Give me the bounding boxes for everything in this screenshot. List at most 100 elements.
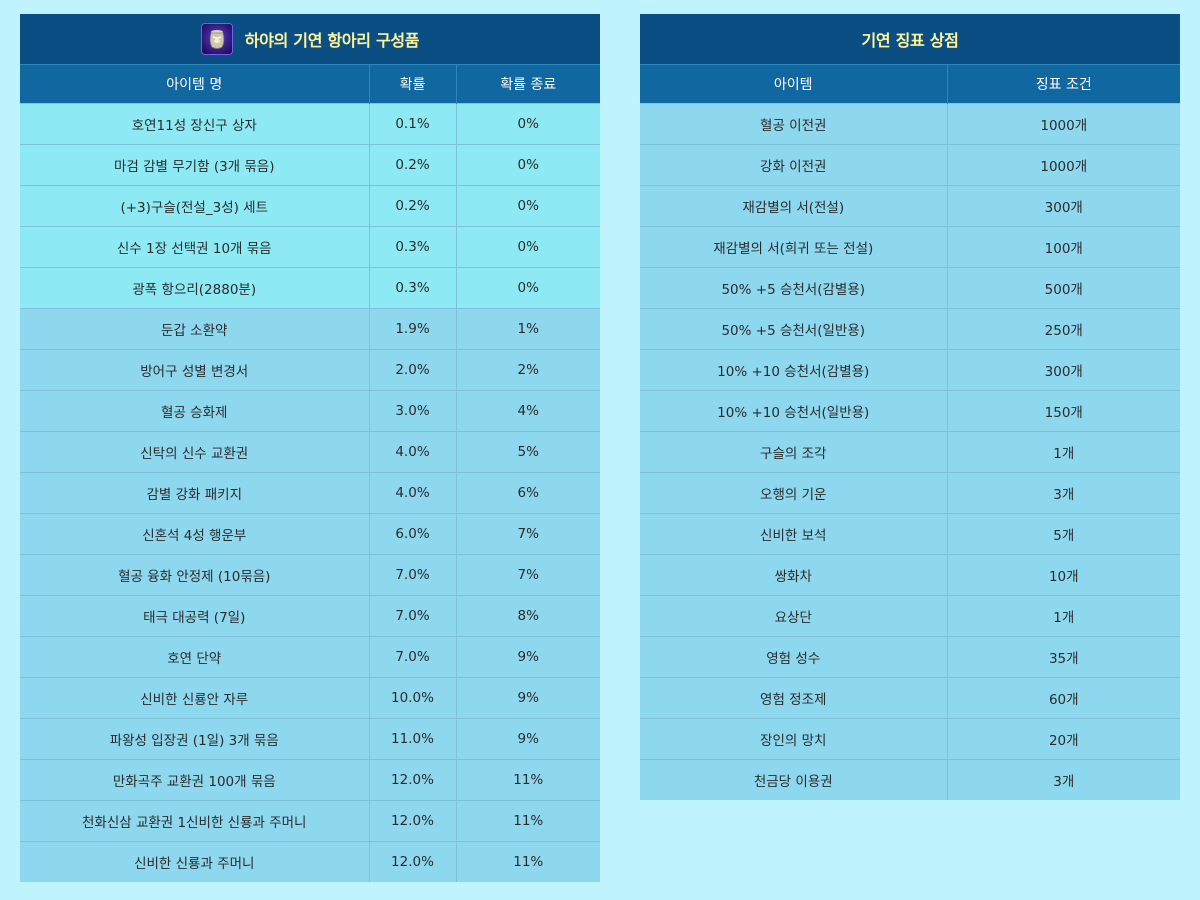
probability-end-cell: 11% (456, 800, 600, 842)
table-row: 오행의 기운 3개 (640, 472, 1180, 514)
probability-end-cell: 7% (456, 513, 600, 555)
token-requirement-cell: 1개 (947, 595, 1180, 637)
token-requirement-cell: 1000개 (947, 144, 1180, 186)
table-row: 파왕성 입장권 (1일) 3개 묶음 11.0% 9% (20, 718, 600, 760)
table-row: 신비한 신룡안 자루 10.0% 9% (20, 677, 600, 719)
token-requirement-cell: 10개 (947, 554, 1180, 596)
shop-title-bar: 기연 징표 상점 (640, 14, 1180, 64)
probability-cell: 0.1% (369, 103, 457, 145)
item-name-cell: 신탁의 신수 교환권 (20, 431, 370, 473)
probability-cell: 2.0% (369, 349, 457, 391)
table-row: (+3)구슬(전설_3성) 세트 0.2% 0% (20, 185, 600, 227)
token-shop-panel: 기연 징표 상점 아이템 징표 조건 혈공 이전권 1000개 강화 이전권 1000… (640, 14, 1180, 800)
table-row: 재감별의 서(희귀 또는 전설) 100개 (640, 226, 1180, 268)
probability-cell: 6.0% (369, 513, 457, 555)
probability-cell: 7.0% (369, 636, 457, 678)
token-requirement-cell: 500개 (947, 267, 1180, 309)
probability-cell: 7.0% (369, 595, 457, 637)
item-cell: 요상단 (640, 595, 948, 637)
probability-cell: 1.9% (369, 308, 457, 350)
probability-cell: 0.3% (369, 267, 457, 309)
probability-end-cell: 5% (456, 431, 600, 473)
shop-table-header: 아이템 징표 조건 (640, 64, 1180, 104)
header-probability-end: 확률 종료 (456, 64, 600, 104)
box-title-bar: 하야의 기연 항아리 구성품 (20, 14, 600, 64)
probability-end-cell: 8% (456, 595, 600, 637)
token-shop-table: 아이템 징표 조건 혈공 이전권 1000개 강화 이전권 1000개 재감별의 서(전… (640, 64, 1180, 800)
item-name-cell: 방어구 성별 변경서 (20, 349, 370, 391)
table-row: 감별 강화 패키지 4.0% 6% (20, 472, 600, 514)
token-requirement-cell: 300개 (947, 349, 1180, 391)
table-row: 광폭 항으리(2880분) 0.3% 0% (20, 267, 600, 309)
probability-cell: 4.0% (369, 431, 457, 473)
table-row: 50% +5 승천서(감별용) 500개 (640, 267, 1180, 309)
table-row: 호연 단약 7.0% 9% (20, 636, 600, 678)
probability-end-cell: 0% (456, 103, 600, 145)
table-row: 혈공 이전권 1000개 (640, 103, 1180, 145)
probability-end-cell: 0% (456, 185, 600, 227)
table-row: 강화 이전권 1000개 (640, 144, 1180, 186)
item-name-cell: 둔갑 소환약 (20, 308, 370, 350)
table-row: 신수 1장 선택권 10개 묶음 0.3% 0% (20, 226, 600, 268)
item-name-cell: 신수 1장 선택권 10개 묶음 (20, 226, 370, 268)
token-requirement-cell: 300개 (947, 185, 1180, 227)
item-name-cell: 혈공 승화제 (20, 390, 370, 432)
probability-end-cell: 2% (456, 349, 600, 391)
probability-cell: 12.0% (369, 759, 457, 801)
item-cell: 10% +10 승천서(감별용) (640, 349, 948, 391)
probability-end-cell: 0% (456, 226, 600, 268)
table-row: 혈공 융화 안정제 (10묶음) 7.0% 7% (20, 554, 600, 596)
probability-end-cell: 9% (456, 718, 600, 760)
table-row: 영험 정조제 60개 (640, 677, 1180, 719)
probability-cell: 3.0% (369, 390, 457, 432)
table-row: 신비한 보석 5개 (640, 513, 1180, 555)
token-requirement-cell: 5개 (947, 513, 1180, 555)
item-name-cell: 천화신삼 교환권 1신비한 신룡과 주머니 (20, 800, 370, 842)
item-name-cell: 호연11성 장신구 상자 (20, 103, 370, 145)
item-name-cell: (+3)구슬(전설_3성) 세트 (20, 185, 370, 227)
table-row: 호연11성 장신구 상자 0.1% 0% (20, 103, 600, 145)
item-cell: 50% +5 승천서(일반용) (640, 308, 948, 350)
item-name-cell: 광폭 항으리(2880분) (20, 267, 370, 309)
table-row: 10% +10 승천서(일반용) 150개 (640, 390, 1180, 432)
table-row: 영험 성수 35개 (640, 636, 1180, 678)
item-cell: 영험 정조제 (640, 677, 948, 719)
table-row: 요상단 1개 (640, 595, 1180, 637)
probability-end-cell: 9% (456, 677, 600, 719)
token-requirement-cell: 3개 (947, 472, 1180, 514)
table-row: 구슬의 조각 1개 (640, 431, 1180, 473)
item-name-cell: 마검 감별 무기함 (3개 묶음) (20, 144, 370, 186)
item-cell: 재감별의 서(전설) (640, 185, 948, 227)
probability-end-cell: 1% (456, 308, 600, 350)
table-row: 쌍화차 10개 (640, 554, 1180, 596)
item-cell: 천금당 이용권 (640, 759, 948, 800)
item-name-cell: 신혼석 4성 행운부 (20, 513, 370, 555)
header-probability: 확률 (369, 64, 457, 104)
probability-end-cell: 4% (456, 390, 600, 432)
item-cell: 재감별의 서(희귀 또는 전설) (640, 226, 948, 268)
probability-end-cell: 11% (456, 759, 600, 801)
table-row: 방어구 성별 변경서 2.0% 2% (20, 349, 600, 391)
token-requirement-cell: 60개 (947, 677, 1180, 719)
header-item: 아이템 (640, 64, 948, 104)
table-row: 신비한 신룡과 주머니 12.0% 11% (20, 841, 600, 882)
token-requirement-cell: 100개 (947, 226, 1180, 268)
item-name-cell: 신비한 신룡과 주머니 (20, 841, 370, 882)
box-contents-table: 아이템 명 확률 확률 종료 호연11성 장신구 상자 0.1% 0% 마검 감별 무… (20, 64, 600, 882)
probability-cell: 0.3% (369, 226, 457, 268)
item-name-cell: 신비한 신룡안 자루 (20, 677, 370, 719)
table-row: 50% +5 승천서(일반용) 250개 (640, 308, 1180, 350)
table-row: 만화곡주 교환권 100개 묶음 12.0% 11% (20, 759, 600, 801)
table-row: 둔갑 소환약 1.9% 1% (20, 308, 600, 350)
table-row: 천화신삼 교환권 1신비한 신룡과 주머니 12.0% 11% (20, 800, 600, 842)
shop-title: 기연 징표 상점 (861, 31, 959, 50)
probability-end-cell: 6% (456, 472, 600, 514)
token-requirement-cell: 35개 (947, 636, 1180, 678)
token-requirement-cell: 1000개 (947, 103, 1180, 145)
probability-cell: 12.0% (369, 841, 457, 882)
box-table-header: 아이템 명 확률 확률 종료 (20, 64, 600, 104)
item-cell: 쌍화차 (640, 554, 948, 596)
token-requirement-cell: 3개 (947, 759, 1180, 800)
probability-cell: 0.2% (369, 185, 457, 227)
probability-cell: 11.0% (369, 718, 457, 760)
